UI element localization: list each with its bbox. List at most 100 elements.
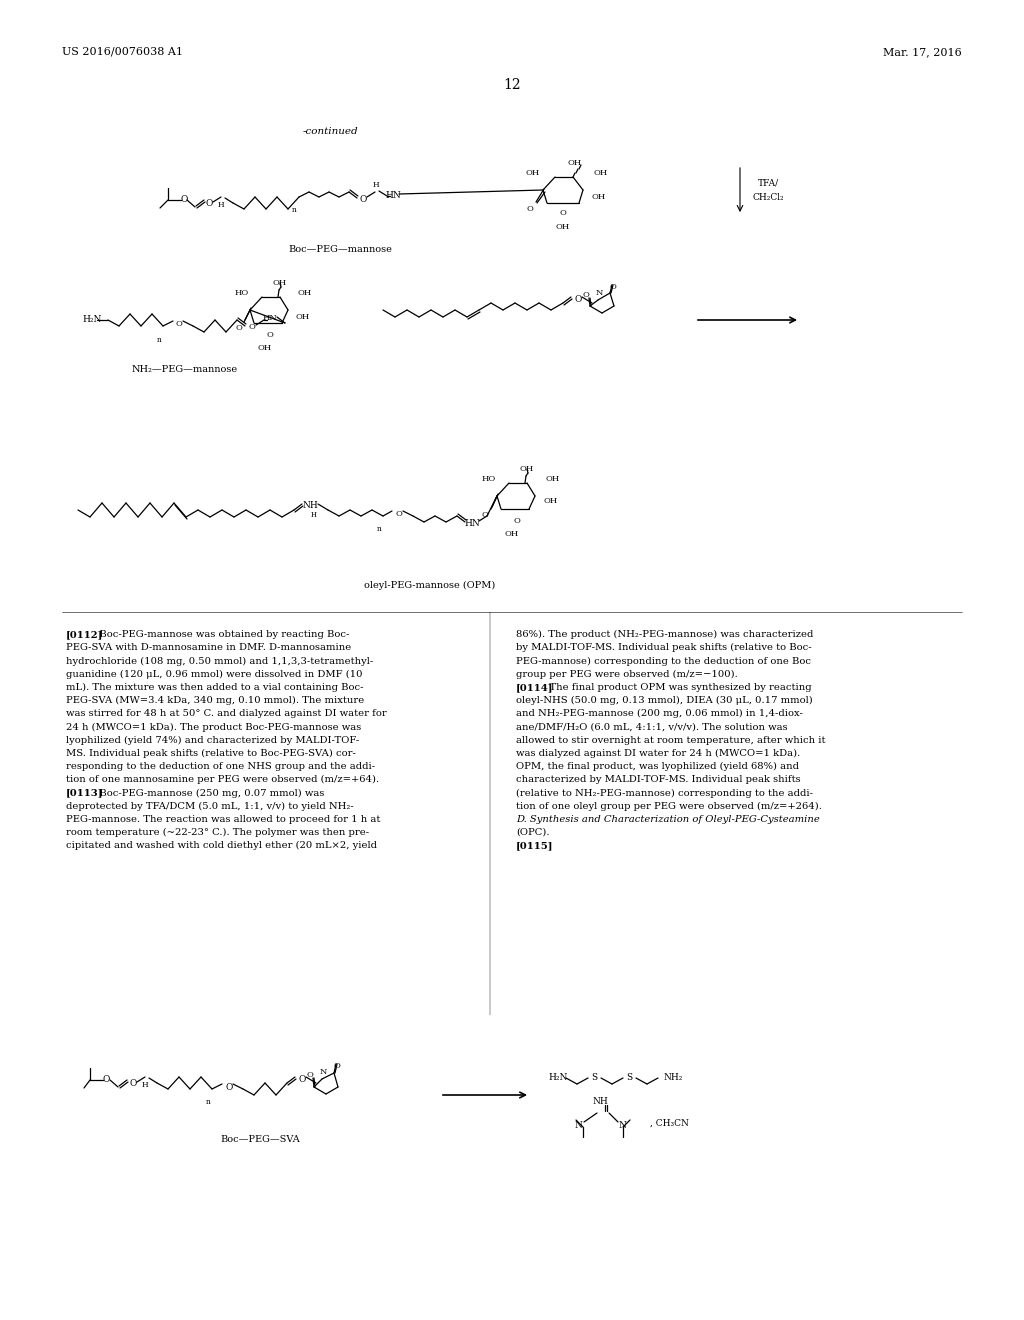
Text: mL). The mixture was then added to a vial containing Boc-: mL). The mixture was then added to a via… — [66, 682, 364, 692]
Text: TFA/: TFA/ — [758, 178, 778, 187]
Text: guanidine (120 μL, 0.96 mmol) were dissolved in DMF (10: guanidine (120 μL, 0.96 mmol) were disso… — [66, 669, 362, 678]
Text: S: S — [591, 1073, 597, 1082]
Text: OH: OH — [543, 498, 557, 506]
Text: O: O — [102, 1076, 110, 1085]
Text: [0114]: [0114] — [516, 682, 554, 692]
Text: O: O — [236, 323, 243, 333]
Text: OH: OH — [505, 531, 519, 539]
Text: HN: HN — [464, 519, 480, 528]
Text: O: O — [129, 1080, 136, 1089]
Text: by MALDI-TOF-MS. Individual peak shifts (relative to Boc-: by MALDI-TOF-MS. Individual peak shifts … — [516, 643, 812, 652]
Text: O: O — [609, 282, 616, 290]
Text: HN: HN — [262, 314, 278, 322]
Text: Boc-PEG-mannose was obtained by reacting Boc-: Boc-PEG-mannose was obtained by reacting… — [90, 630, 349, 639]
Text: tion of one mannosamine per PEG were observed (m/z=+64).: tion of one mannosamine per PEG were obs… — [66, 775, 379, 784]
Text: Boc—PEG—mannose: Boc—PEG—mannose — [288, 246, 392, 255]
Text: OH: OH — [568, 158, 582, 168]
Text: S: S — [626, 1073, 632, 1082]
Text: OH: OH — [296, 313, 310, 321]
Text: , CH₃CN: , CH₃CN — [650, 1118, 689, 1127]
Text: MS. Individual peak shifts (relative to Boc-PEG-SVA) cor-: MS. Individual peak shifts (relative to … — [66, 748, 356, 758]
Text: O: O — [559, 209, 566, 216]
Text: H₂N: H₂N — [82, 315, 101, 325]
Text: lyophilized (yield 74%) and characterized by MALDI-TOF-: lyophilized (yield 74%) and characterize… — [66, 735, 359, 744]
Text: [0112]: [0112] — [66, 630, 103, 639]
Text: O: O — [225, 1082, 232, 1092]
Text: 24 h (MWCO=1 kDa). The product Boc-PEG-mannose was: 24 h (MWCO=1 kDa). The product Boc-PEG-m… — [66, 722, 361, 731]
Text: cipitated and washed with cold diethyl ether (20 mL×2, yield: cipitated and washed with cold diethyl e… — [66, 841, 377, 850]
Text: hydrochloride (108 mg, 0.50 mmol) and 1,1,3,3-tetramethyl-: hydrochloride (108 mg, 0.50 mmol) and 1,… — [66, 656, 374, 665]
Text: O: O — [175, 319, 182, 327]
Text: H₂N: H₂N — [548, 1073, 567, 1082]
Text: was stirred for 48 h at 50° C. and dialyzed against DI water for: was stirred for 48 h at 50° C. and dialy… — [66, 709, 387, 718]
Text: N: N — [618, 1121, 626, 1130]
Text: PEG-mannose. The reaction was allowed to proceed for 1 h at: PEG-mannose. The reaction was allowed to… — [66, 814, 380, 824]
Text: H: H — [141, 1081, 148, 1089]
Text: NH₂—PEG—mannose: NH₂—PEG—mannose — [132, 366, 238, 375]
Text: PEG-mannose) corresponding to the deduction of one Boc: PEG-mannose) corresponding to the deduct… — [516, 656, 811, 665]
Text: deprotected by TFA/DCM (5.0 mL, 1:1, v/v) to yield NH₂-: deprotected by TFA/DCM (5.0 mL, 1:1, v/v… — [66, 801, 353, 810]
Text: 12: 12 — [503, 78, 521, 92]
Text: OH: OH — [526, 169, 540, 177]
Text: n: n — [157, 337, 162, 345]
Text: tion of one oleyl group per PEG were observed (m/z=+264).: tion of one oleyl group per PEG were obs… — [516, 801, 822, 810]
Text: n: n — [292, 206, 296, 214]
Text: H: H — [311, 511, 317, 519]
Text: was dialyzed against DI water for 24 h (MWCO=1 kDa).: was dialyzed against DI water for 24 h (… — [516, 748, 800, 758]
Text: Boc—PEG—SVA: Boc—PEG—SVA — [220, 1135, 300, 1144]
Text: US 2016/0076038 A1: US 2016/0076038 A1 — [62, 48, 183, 57]
Text: O: O — [395, 510, 402, 517]
Text: O: O — [574, 294, 582, 304]
Text: responding to the deduction of one NHS group and the addi-: responding to the deduction of one NHS g… — [66, 762, 375, 771]
Text: n: n — [377, 525, 381, 533]
Text: (relative to NH₂-PEG-mannose) corresponding to the addi-: (relative to NH₂-PEG-mannose) correspond… — [516, 788, 813, 797]
Text: oleyl-NHS (50.0 mg, 0.13 mmol), DIEA (30 μL, 0.17 mmol): oleyl-NHS (50.0 mg, 0.13 mmol), DIEA (30… — [516, 696, 813, 705]
Text: HN: HN — [385, 190, 400, 199]
Text: [0113]: [0113] — [66, 788, 103, 797]
Text: OH: OH — [545, 475, 559, 483]
Text: O: O — [249, 323, 255, 331]
Text: O: O — [481, 511, 488, 519]
Text: O: O — [298, 1074, 306, 1084]
Text: and NH₂-PEG-mannose (200 mg, 0.06 mmol) in 1,4-diox-: and NH₂-PEG-mannose (200 mg, 0.06 mmol) … — [516, 709, 803, 718]
Text: OH: OH — [258, 345, 272, 352]
Text: The final product OPM was synthesized by reacting: The final product OPM was synthesized by… — [541, 682, 812, 692]
Text: NH: NH — [592, 1097, 608, 1106]
Text: O: O — [266, 331, 273, 339]
Text: N: N — [574, 1121, 582, 1130]
Text: OH: OH — [520, 465, 535, 473]
Text: D. Synthesis and Characterization of Oleyl-PEG-Cysteamine: D. Synthesis and Characterization of Ole… — [516, 814, 820, 824]
Text: O: O — [306, 1071, 313, 1078]
Text: room temperature (~22-23° C.). The polymer was then pre-: room temperature (~22-23° C.). The polym… — [66, 828, 369, 837]
Text: O: O — [359, 194, 367, 203]
Text: CH₂Cl₂: CH₂Cl₂ — [753, 193, 783, 202]
Text: OH: OH — [272, 279, 287, 286]
Text: N: N — [319, 1068, 327, 1076]
Text: O: O — [514, 517, 520, 525]
Text: Boc-PEG-mannose (250 mg, 0.07 mmol) was: Boc-PEG-mannose (250 mg, 0.07 mmol) was — [90, 788, 325, 797]
Text: OH: OH — [298, 289, 312, 297]
Text: O: O — [334, 1063, 340, 1071]
Text: NH₂: NH₂ — [664, 1073, 683, 1082]
Text: [0115]: [0115] — [516, 841, 554, 850]
Text: O: O — [206, 199, 213, 209]
Text: HO: HO — [234, 289, 249, 297]
Text: OPM, the final product, was lyophilized (yield 68%) and: OPM, the final product, was lyophilized … — [516, 762, 799, 771]
Text: O: O — [526, 205, 534, 213]
Text: N: N — [595, 289, 603, 297]
Text: OH: OH — [556, 223, 570, 231]
Text: NH: NH — [302, 502, 317, 511]
Text: H: H — [373, 181, 379, 189]
Text: (OPC).: (OPC). — [516, 828, 550, 837]
Text: PEG-SVA (MW=3.4 kDa, 340 mg, 0.10 mmol). The mixture: PEG-SVA (MW=3.4 kDa, 340 mg, 0.10 mmol).… — [66, 696, 365, 705]
Text: n: n — [206, 1098, 211, 1106]
Text: PEG-SVA with D-mannosamine in DMF. D-mannosamine: PEG-SVA with D-mannosamine in DMF. D-man… — [66, 643, 351, 652]
Text: HO: HO — [482, 475, 496, 483]
Text: O: O — [180, 195, 187, 205]
Text: ane/DMF/H₂O (6.0 mL, 4:1:1, v/v/v). The solution was: ane/DMF/H₂O (6.0 mL, 4:1:1, v/v/v). The … — [516, 722, 787, 731]
Text: characterized by MALDI-TOF-MS. Individual peak shifts: characterized by MALDI-TOF-MS. Individua… — [516, 775, 801, 784]
Text: 86%). The product (NH₂-PEG-mannose) was characterized: 86%). The product (NH₂-PEG-mannose) was … — [516, 630, 813, 639]
Text: oleyl-PEG-mannose (OPM): oleyl-PEG-mannose (OPM) — [365, 581, 496, 590]
Text: OH: OH — [593, 169, 607, 177]
Text: group per PEG were observed (m/z=−100).: group per PEG were observed (m/z=−100). — [516, 669, 737, 678]
